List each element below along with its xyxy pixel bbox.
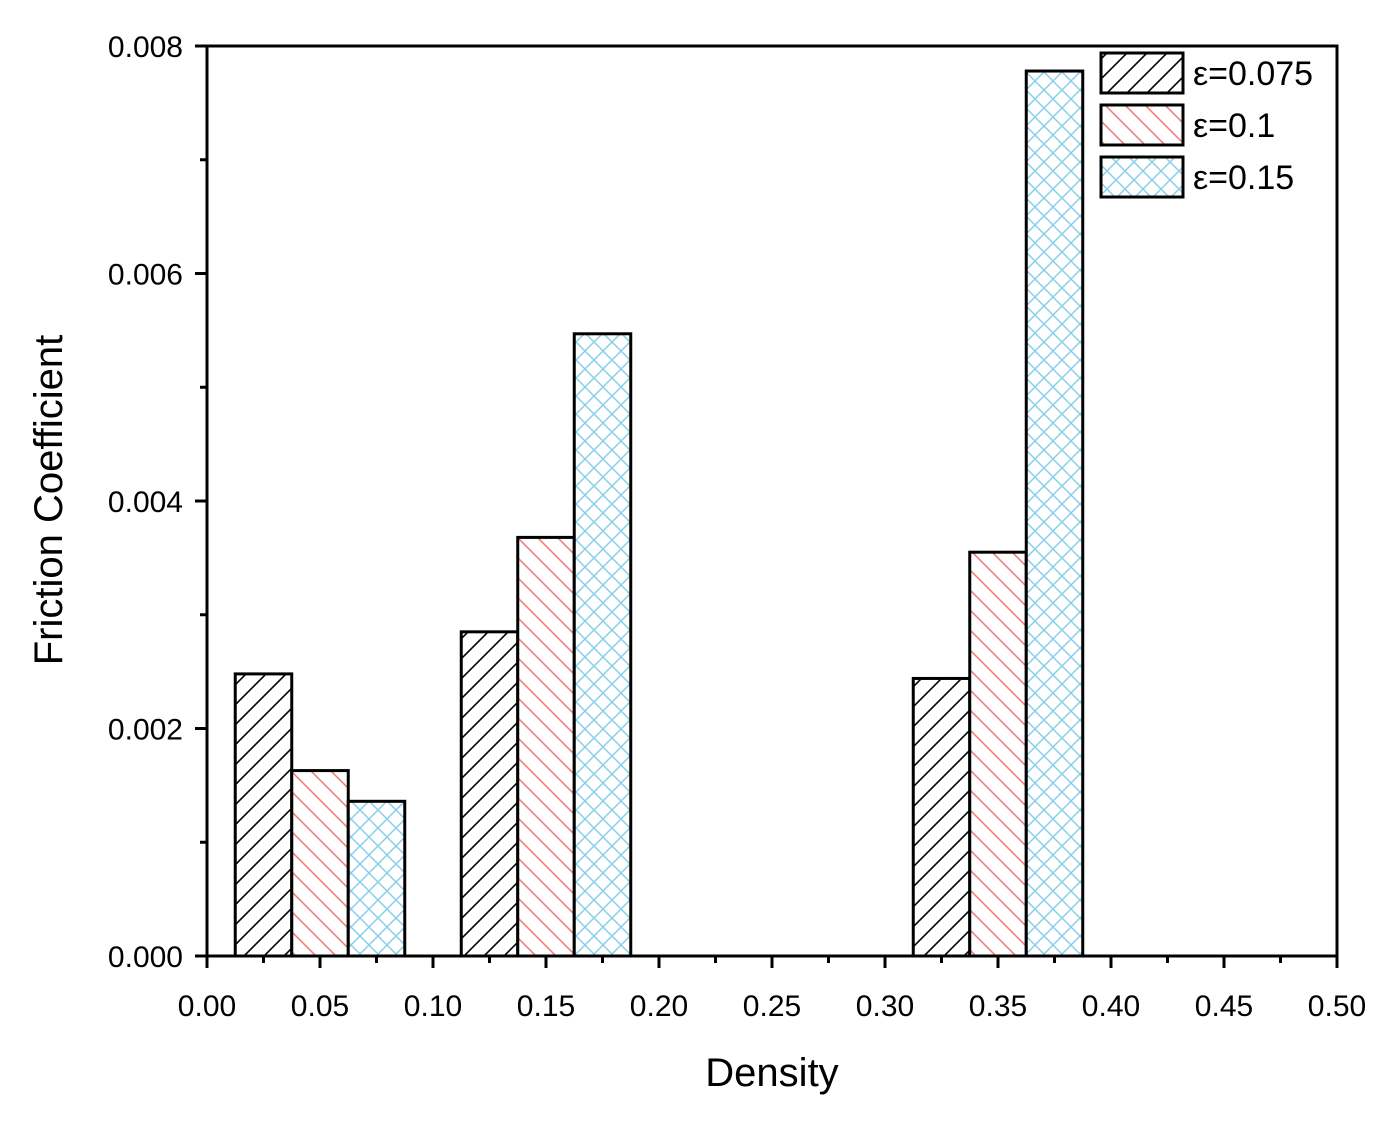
bar-series-2-3 xyxy=(968,550,1028,958)
bars-layer xyxy=(233,69,1085,958)
legend-label-2: ε=0.1 xyxy=(1193,107,1275,145)
x-tick-label: 0.00 xyxy=(178,990,236,1023)
legend: ε=0.075 ε=0.1 ε=0.15 xyxy=(1099,51,1313,199)
legend-swatch-2 xyxy=(1099,103,1185,147)
x-tick-label: 0.20 xyxy=(630,990,688,1023)
bar-series-3-1 xyxy=(346,799,407,958)
x-tick-label: 0.25 xyxy=(743,990,801,1023)
y-tick-label: 0.006 xyxy=(108,259,183,292)
x-tick-label: 0.35 xyxy=(969,990,1027,1023)
y-tick-label: 0.004 xyxy=(108,486,183,519)
bar-series-1-3 xyxy=(911,676,972,958)
legend-swatch-3 xyxy=(1099,155,1185,199)
bar-series-2-1 xyxy=(290,769,350,958)
bar-series-1-1 xyxy=(233,672,294,958)
y-tick-label: 0.000 xyxy=(108,941,183,974)
x-tick-label: 0.10 xyxy=(404,990,462,1023)
legend-label-3: ε=0.15 xyxy=(1193,159,1294,197)
bar-series-1-2 xyxy=(459,630,520,958)
x-tick-label: 0.30 xyxy=(856,990,914,1023)
x-tick-label: 0.50 xyxy=(1308,990,1366,1023)
legend-label-1: ε=0.075 xyxy=(1193,55,1313,93)
x-tick-label: 0.45 xyxy=(1195,990,1253,1023)
x-tick-label: 0.15 xyxy=(517,990,575,1023)
y-axis-title: Friction Coefficient xyxy=(27,335,71,666)
bar-series-3-3 xyxy=(1024,69,1085,958)
ticks-layer: 0.00 0.05 0.10 0.15 0.20 0.25 0.30 0.35 0.40 0.45… xyxy=(108,31,1366,1023)
y-tick-label: 0.002 xyxy=(108,714,183,747)
y-tick-label: 0.008 xyxy=(108,31,183,64)
legend-swatch-1 xyxy=(1099,51,1185,95)
x-tick-label: 0.40 xyxy=(1082,990,1140,1023)
x-tick-label: 0.05 xyxy=(291,990,349,1023)
x-axis-title: Density xyxy=(705,1051,838,1095)
bar-series-3-2 xyxy=(572,332,633,958)
bar-series-2-2 xyxy=(516,535,576,958)
